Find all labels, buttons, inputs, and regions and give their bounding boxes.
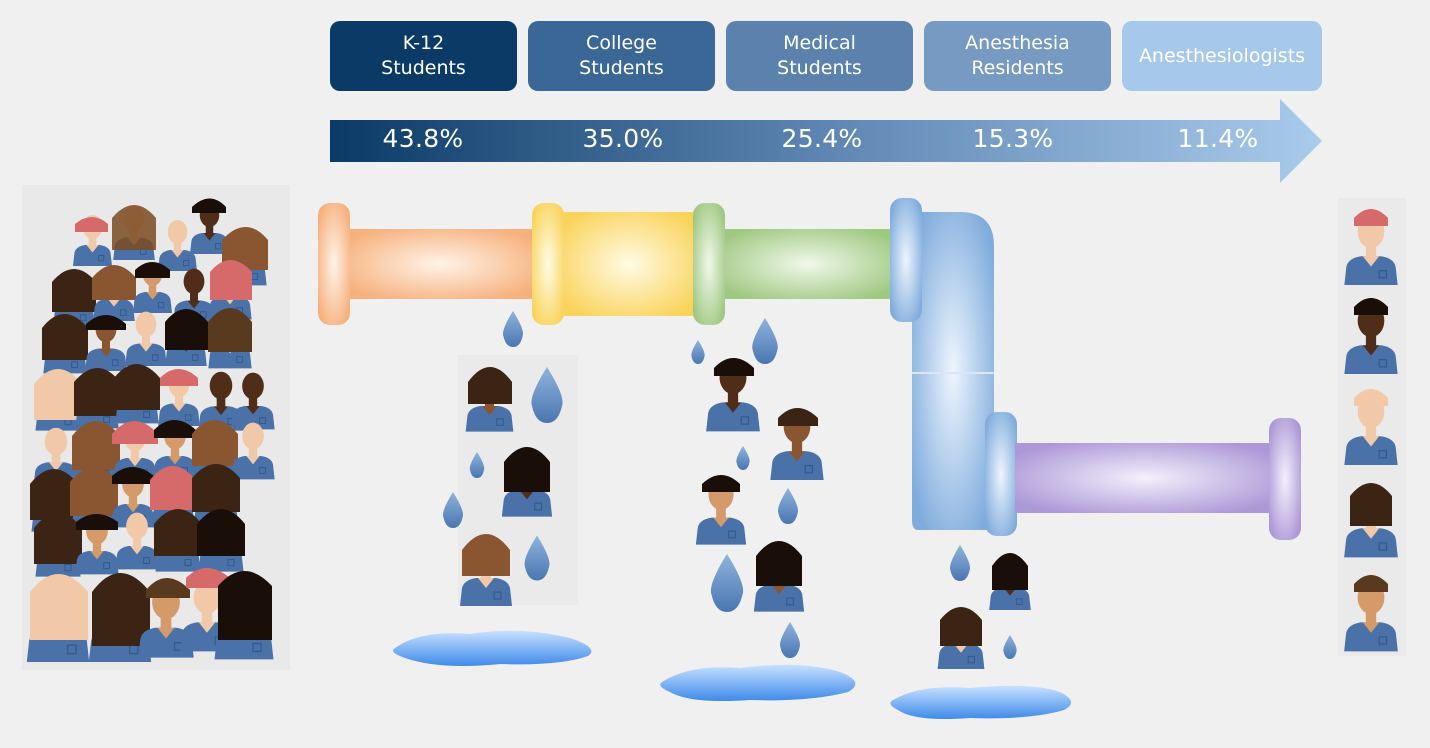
anesthesiologist-column (1338, 198, 1406, 656)
stage-box-k12: K-12 Students (330, 21, 517, 91)
leak-group-medical (890, 545, 1072, 719)
leak-group-college (660, 318, 856, 701)
stage-box-medical: Medical Students (726, 21, 913, 91)
percent-college: 35.0% (582, 124, 664, 153)
progress-arrow (330, 99, 1322, 183)
percent-k12: 43.8% (382, 124, 464, 153)
percent-anesthesiologists: 11.4% (1177, 124, 1259, 153)
student-crowd (22, 185, 290, 670)
stage-box-residents: Anesthesia Residents (924, 21, 1111, 91)
stage-box-college: College Students (528, 21, 715, 91)
pipeline (318, 198, 1301, 540)
leak-group-k12 (392, 311, 592, 666)
percent-medical: 25.4% (781, 124, 863, 153)
stage-box-anesthesiologists: Anesthesiologists (1122, 21, 1322, 91)
percent-residents: 15.3% (972, 124, 1054, 153)
